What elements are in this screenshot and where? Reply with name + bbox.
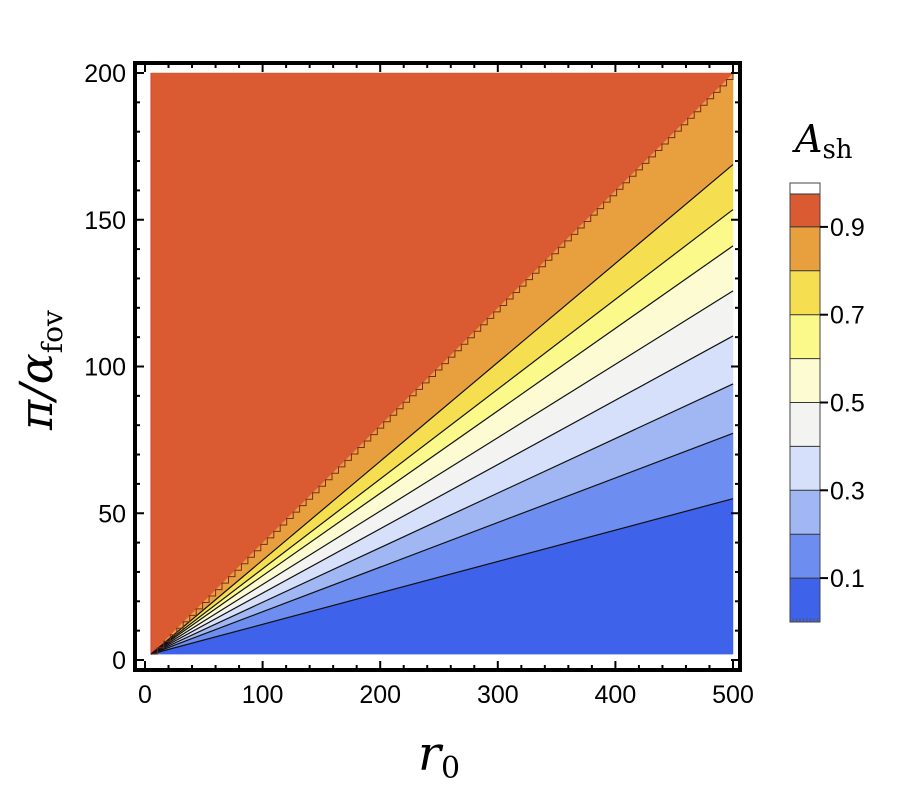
contour-line-0.2 xyxy=(150,432,734,655)
colorbar-tick-label: 0.3 xyxy=(830,477,865,505)
colorbar-tick-label: 0.5 xyxy=(830,390,865,418)
y-tick-label: 150 xyxy=(84,207,126,235)
colorbar-band-4 xyxy=(790,402,820,447)
colorbar xyxy=(789,182,821,623)
colorbar-band-0 xyxy=(790,578,820,622)
x-axis-title-sub: 0 xyxy=(441,751,460,785)
colorbar-band-2 xyxy=(790,490,820,535)
x-tick-label: 100 xyxy=(242,681,284,709)
colorbar-band-10 xyxy=(790,183,820,194)
x-tick-label: 0 xyxy=(138,681,152,709)
x-axis-title-main: r xyxy=(418,726,444,782)
colorbar-title-sub: sh xyxy=(822,135,852,165)
contour-line-0.6 xyxy=(150,245,734,655)
colorbar-tick-label: 0.7 xyxy=(830,302,865,330)
y-axis-title-main: π/α xyxy=(9,353,63,431)
y-tick-label: 0 xyxy=(112,647,126,675)
colorbar-band-5 xyxy=(790,358,820,403)
contour-line-0.8 xyxy=(150,164,734,655)
x-tick-label: 300 xyxy=(477,681,519,709)
x-axis-title: r0 xyxy=(418,726,460,785)
colorbar-title: Ash xyxy=(792,117,853,165)
contour-line-0.9 xyxy=(150,73,734,655)
x-tick-label: 500 xyxy=(712,681,754,709)
y-tick-label: 50 xyxy=(98,500,126,528)
axis-ticks xyxy=(135,63,740,670)
colorbar-labels: 0.1 0.3 0.5 0.7 0.9 xyxy=(820,214,865,593)
x-tick-labels: 0 100 200 300 400 500 xyxy=(138,681,754,709)
x-tick-label: 200 xyxy=(359,681,401,709)
colorbar-band-3 xyxy=(790,446,820,491)
colorbar-band-6 xyxy=(790,314,820,359)
colorbar-band-7 xyxy=(790,270,820,315)
colorbar-tick-label: 0.9 xyxy=(830,214,865,242)
contour-lines xyxy=(150,73,734,655)
colorbar-tick-label: 0.1 xyxy=(830,565,865,593)
colorbar-band-1 xyxy=(790,534,820,579)
x-tick-label: 400 xyxy=(595,681,637,709)
y-tick-label: 100 xyxy=(84,354,126,382)
y-axis-title: π/αfov xyxy=(9,310,69,431)
contour-line-0.3 xyxy=(150,383,734,655)
y-tick-label: 200 xyxy=(84,60,126,88)
colorbar-band-8 xyxy=(790,226,820,271)
colorbar-title-main: A xyxy=(792,117,822,161)
contour-line-0.7 xyxy=(150,209,734,655)
colorbar-band-9 xyxy=(790,193,820,227)
y-axis-title-sub: fov xyxy=(36,310,69,353)
contour-line-0.1 xyxy=(150,498,734,655)
contour-line-0.5 xyxy=(150,290,734,655)
contour-line-0.4 xyxy=(150,335,734,655)
y-tick-labels: 0 50 100 150 200 xyxy=(84,60,126,675)
